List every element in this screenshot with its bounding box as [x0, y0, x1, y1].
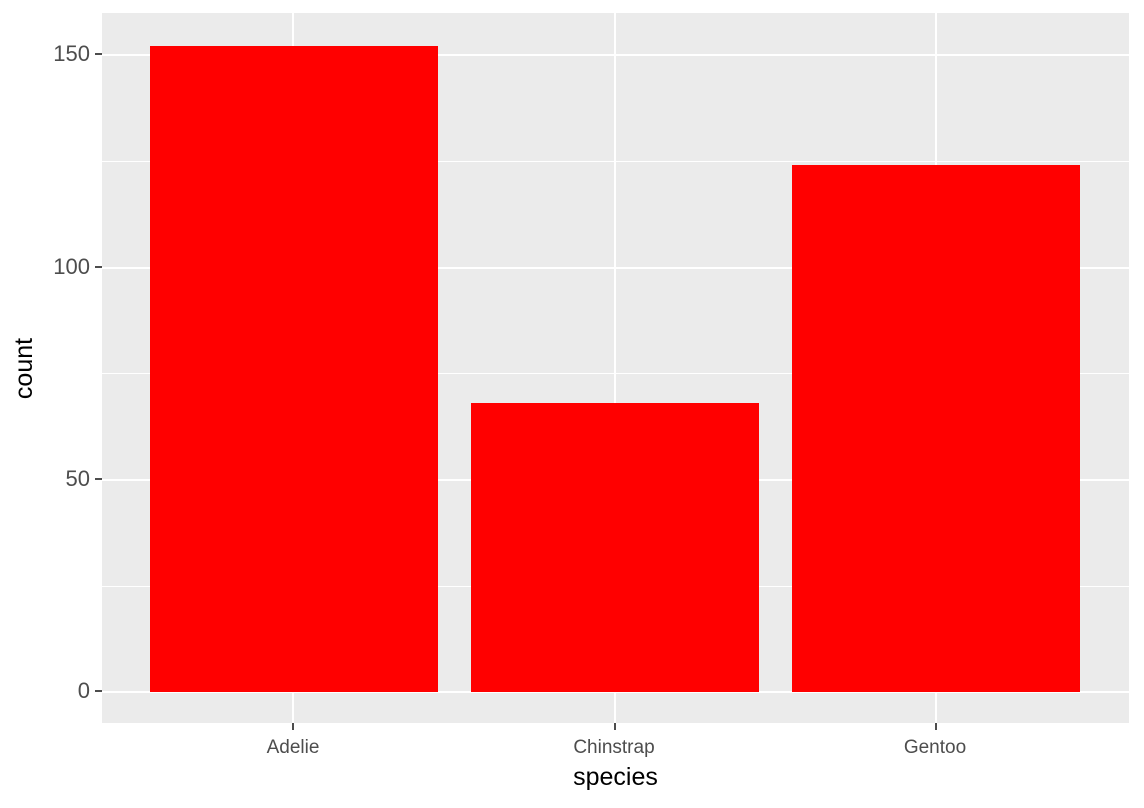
y-tick-mark-50	[95, 478, 102, 480]
y-tick-label-0: 0	[77, 678, 90, 703]
y-tick-mark-150	[95, 53, 102, 55]
bar-chinstrap	[471, 403, 759, 692]
y-tick-label-100: 100	[53, 254, 90, 279]
x-tick-mark-adelie	[292, 723, 294, 730]
x-tick-label-chinstrap: Chinstrap	[573, 737, 655, 758]
y-tick-mark-100	[95, 266, 102, 268]
y-axis-title-text: count	[10, 337, 39, 399]
y-tick-label-50: 50	[65, 466, 90, 491]
gridline-major-x-chinstrap	[614, 13, 616, 723]
x-tick-label-adelie: Adelie	[266, 737, 320, 758]
plot-panel	[102, 13, 1129, 723]
y-tick-label-150: 150	[53, 41, 90, 66]
x-tick-mark-chinstrap	[614, 723, 616, 730]
x-axis-title: species	[573, 763, 658, 791]
x-tick-mark-gentoo	[935, 723, 937, 730]
y-axis-title: count	[0, 13, 50, 723]
x-tick-label-gentoo: Gentoo	[903, 737, 967, 758]
y-tick-mark-0	[95, 690, 102, 692]
bar-adelie	[150, 46, 438, 692]
bar-gentoo	[792, 165, 1080, 692]
